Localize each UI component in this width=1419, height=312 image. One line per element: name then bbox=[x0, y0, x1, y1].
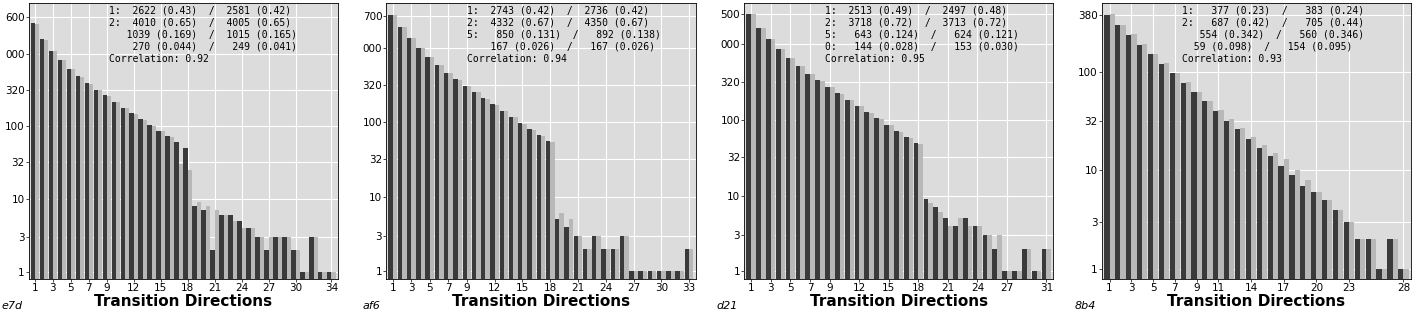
Bar bbox=[220, 215, 224, 312]
Bar bbox=[309, 237, 314, 312]
Bar bbox=[264, 250, 268, 312]
Bar bbox=[314, 237, 318, 312]
Bar bbox=[746, 14, 751, 312]
Bar bbox=[639, 271, 643, 312]
Bar bbox=[583, 249, 587, 312]
Bar bbox=[67, 69, 71, 312]
Bar bbox=[864, 112, 870, 312]
Bar bbox=[587, 249, 592, 312]
Bar bbox=[1213, 111, 1219, 312]
Bar bbox=[973, 226, 978, 312]
Bar bbox=[183, 148, 187, 312]
Bar bbox=[233, 221, 237, 312]
Bar bbox=[1300, 186, 1305, 312]
Bar bbox=[518, 123, 522, 312]
Bar bbox=[1164, 63, 1169, 312]
Bar bbox=[1257, 148, 1261, 312]
Bar bbox=[40, 39, 44, 312]
Bar bbox=[1225, 120, 1229, 312]
Bar bbox=[201, 210, 206, 312]
Bar bbox=[1284, 159, 1288, 312]
Bar bbox=[1017, 271, 1022, 312]
Bar bbox=[1202, 101, 1208, 312]
Bar bbox=[1046, 249, 1051, 312]
Bar bbox=[187, 170, 192, 312]
Bar bbox=[166, 136, 170, 312]
Bar bbox=[1219, 110, 1223, 312]
Bar bbox=[143, 120, 148, 312]
Bar bbox=[102, 95, 106, 312]
Bar bbox=[647, 271, 651, 312]
Bar bbox=[148, 125, 152, 312]
Bar bbox=[228, 215, 233, 312]
Bar bbox=[509, 117, 514, 312]
Bar bbox=[790, 58, 795, 312]
Bar bbox=[458, 80, 463, 312]
Bar bbox=[328, 272, 332, 312]
Bar bbox=[301, 272, 305, 312]
Bar bbox=[816, 80, 820, 312]
Bar bbox=[800, 66, 805, 312]
Bar bbox=[241, 228, 245, 312]
Bar bbox=[824, 87, 830, 312]
Bar bbox=[98, 90, 102, 312]
Bar bbox=[854, 106, 860, 312]
Bar bbox=[810, 75, 815, 312]
Bar bbox=[1196, 91, 1202, 312]
Bar bbox=[224, 215, 228, 312]
Bar bbox=[152, 126, 156, 312]
Bar bbox=[596, 236, 600, 312]
Bar bbox=[1344, 222, 1349, 312]
Bar bbox=[806, 74, 810, 312]
Bar bbox=[197, 202, 201, 312]
Bar bbox=[680, 271, 684, 312]
Bar bbox=[467, 86, 471, 312]
Bar bbox=[1042, 249, 1046, 312]
Bar bbox=[661, 271, 666, 312]
Text: 1:  2622 (0.43)  /  2581 (0.42)
2:  4010 (0.65)  /  4005 (0.65)
   1039 (0.169) : 1: 2622 (0.43) / 2581 (0.42) 2: 4010 (0.… bbox=[109, 6, 297, 64]
Text: 8b4: 8b4 bbox=[1074, 301, 1095, 311]
Bar bbox=[1290, 175, 1294, 312]
Bar bbox=[1317, 192, 1321, 312]
Bar bbox=[870, 113, 874, 312]
Bar bbox=[1305, 180, 1311, 312]
Bar bbox=[112, 102, 116, 312]
Bar bbox=[1154, 54, 1158, 312]
Bar bbox=[485, 99, 490, 312]
Bar bbox=[44, 40, 48, 312]
Bar bbox=[766, 39, 771, 312]
Bar bbox=[958, 218, 962, 312]
Bar bbox=[988, 235, 992, 312]
Bar bbox=[1294, 170, 1300, 312]
Bar bbox=[606, 249, 610, 312]
Bar bbox=[490, 104, 495, 312]
Bar bbox=[614, 249, 620, 312]
Bar bbox=[924, 199, 928, 312]
Bar bbox=[624, 236, 629, 312]
Bar bbox=[671, 271, 675, 312]
Bar bbox=[79, 77, 84, 312]
Bar bbox=[592, 236, 596, 312]
Bar bbox=[1398, 269, 1403, 312]
Bar bbox=[116, 102, 121, 312]
Bar bbox=[1273, 153, 1279, 312]
Bar bbox=[129, 114, 133, 312]
Bar bbox=[1267, 156, 1273, 312]
Bar bbox=[938, 212, 942, 312]
X-axis label: Transition Directions: Transition Directions bbox=[1168, 294, 1345, 309]
Bar bbox=[179, 164, 183, 312]
Bar bbox=[1338, 210, 1344, 312]
Bar bbox=[282, 237, 287, 312]
Bar bbox=[830, 87, 834, 312]
Bar bbox=[633, 271, 639, 312]
Bar bbox=[389, 15, 393, 312]
Bar bbox=[666, 271, 671, 312]
Bar bbox=[651, 271, 657, 312]
Bar bbox=[528, 129, 532, 312]
Bar bbox=[393, 15, 397, 312]
Bar bbox=[193, 206, 197, 312]
Bar bbox=[964, 218, 968, 312]
Bar bbox=[1131, 34, 1137, 312]
Bar bbox=[53, 51, 57, 312]
Bar bbox=[291, 250, 295, 312]
